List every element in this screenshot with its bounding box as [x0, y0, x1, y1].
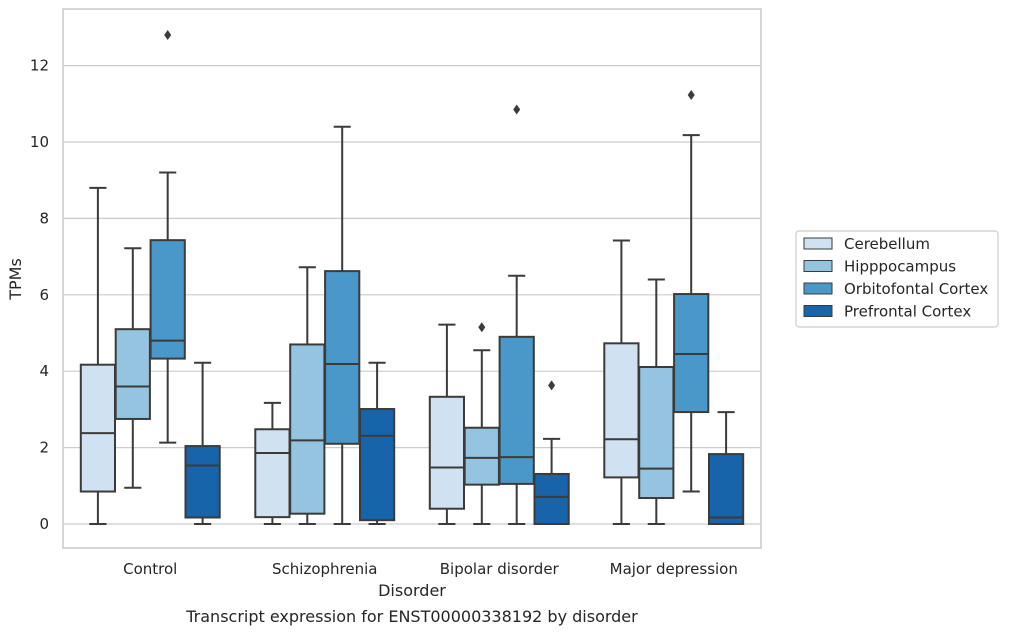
box-plot [638, 278, 675, 525]
box-iqr [149, 239, 186, 360]
outlier-point [164, 30, 172, 41]
box-plot [358, 361, 396, 525]
y-tick-label: 8 [39, 209, 49, 227]
outlier-point [548, 380, 556, 391]
box-iqr [707, 453, 745, 525]
box-plot [114, 247, 151, 489]
legend-swatch [803, 305, 833, 317]
legend: Cerebellum Hipppocampus Orbitofontal Corte… [795, 230, 999, 328]
chart-caption: Transcript expression for ENST0000033819… [185, 607, 638, 626]
legend-entry: Hipppocampus [844, 258, 956, 276]
legend-swatch [803, 282, 833, 295]
box-iqr [428, 395, 466, 510]
y-tick-label: 2 [39, 439, 49, 457]
x-tick-label: Bipolar disorder [440, 560, 560, 578]
box-iqr [184, 445, 221, 519]
outlier-point [478, 322, 486, 333]
box-plot [79, 186, 117, 525]
box-iqr [324, 270, 361, 445]
box-plot [498, 104, 535, 525]
box-plots [79, 30, 745, 526]
box-iqr [603, 342, 640, 479]
box-plot [428, 323, 466, 525]
box-plot [184, 361, 221, 525]
legend-entry: Prefrontal Cortex [844, 303, 971, 321]
box-iqr [79, 363, 117, 493]
box-plot [603, 239, 640, 525]
y-tick-label: 6 [39, 286, 49, 304]
outlier-point [687, 90, 695, 101]
x-tick-label: Schizophrenia [272, 560, 377, 578]
y-axis-label: TPMs [6, 258, 25, 301]
box-iqr [114, 328, 151, 420]
box-plot [463, 322, 500, 525]
box-plot [324, 125, 361, 525]
box-iqr [498, 335, 535, 485]
box-plot [707, 411, 745, 525]
box-plot [149, 30, 186, 444]
box-iqr [533, 472, 570, 526]
box-iqr [289, 343, 326, 515]
y-tick-label: 10 [30, 133, 49, 151]
y-tick-label: 4 [39, 362, 49, 380]
y-tick-label: 0 [39, 515, 49, 533]
legend-frame [795, 230, 999, 328]
box-iqr [358, 408, 396, 522]
legend-swatch [803, 237, 833, 250]
y-axis-ticks: 0 2 4 6 8 10 12 [30, 57, 49, 533]
legend-entry: Cerebellum [844, 235, 930, 253]
legend-swatch [803, 260, 833, 272]
box-iqr [638, 365, 675, 500]
outlier-point [513, 104, 521, 115]
x-tick-label: Control [123, 560, 177, 578]
box-plot [254, 401, 291, 525]
box-plot [673, 90, 710, 493]
legend-entry: Orbitofontal Cortex [844, 280, 988, 298]
box-plot [289, 266, 326, 525]
x-tick-label: Major depression [610, 560, 738, 578]
x-axis-label: Disorder [378, 581, 446, 600]
box-iqr [254, 428, 291, 519]
y-tick-label: 12 [30, 57, 49, 75]
x-axis-ticks: Control Schizophrenia Bipolar disorder Majo… [123, 560, 738, 578]
box-plot [533, 380, 570, 526]
box-iqr [463, 426, 500, 486]
plot-frame [62, 8, 762, 549]
